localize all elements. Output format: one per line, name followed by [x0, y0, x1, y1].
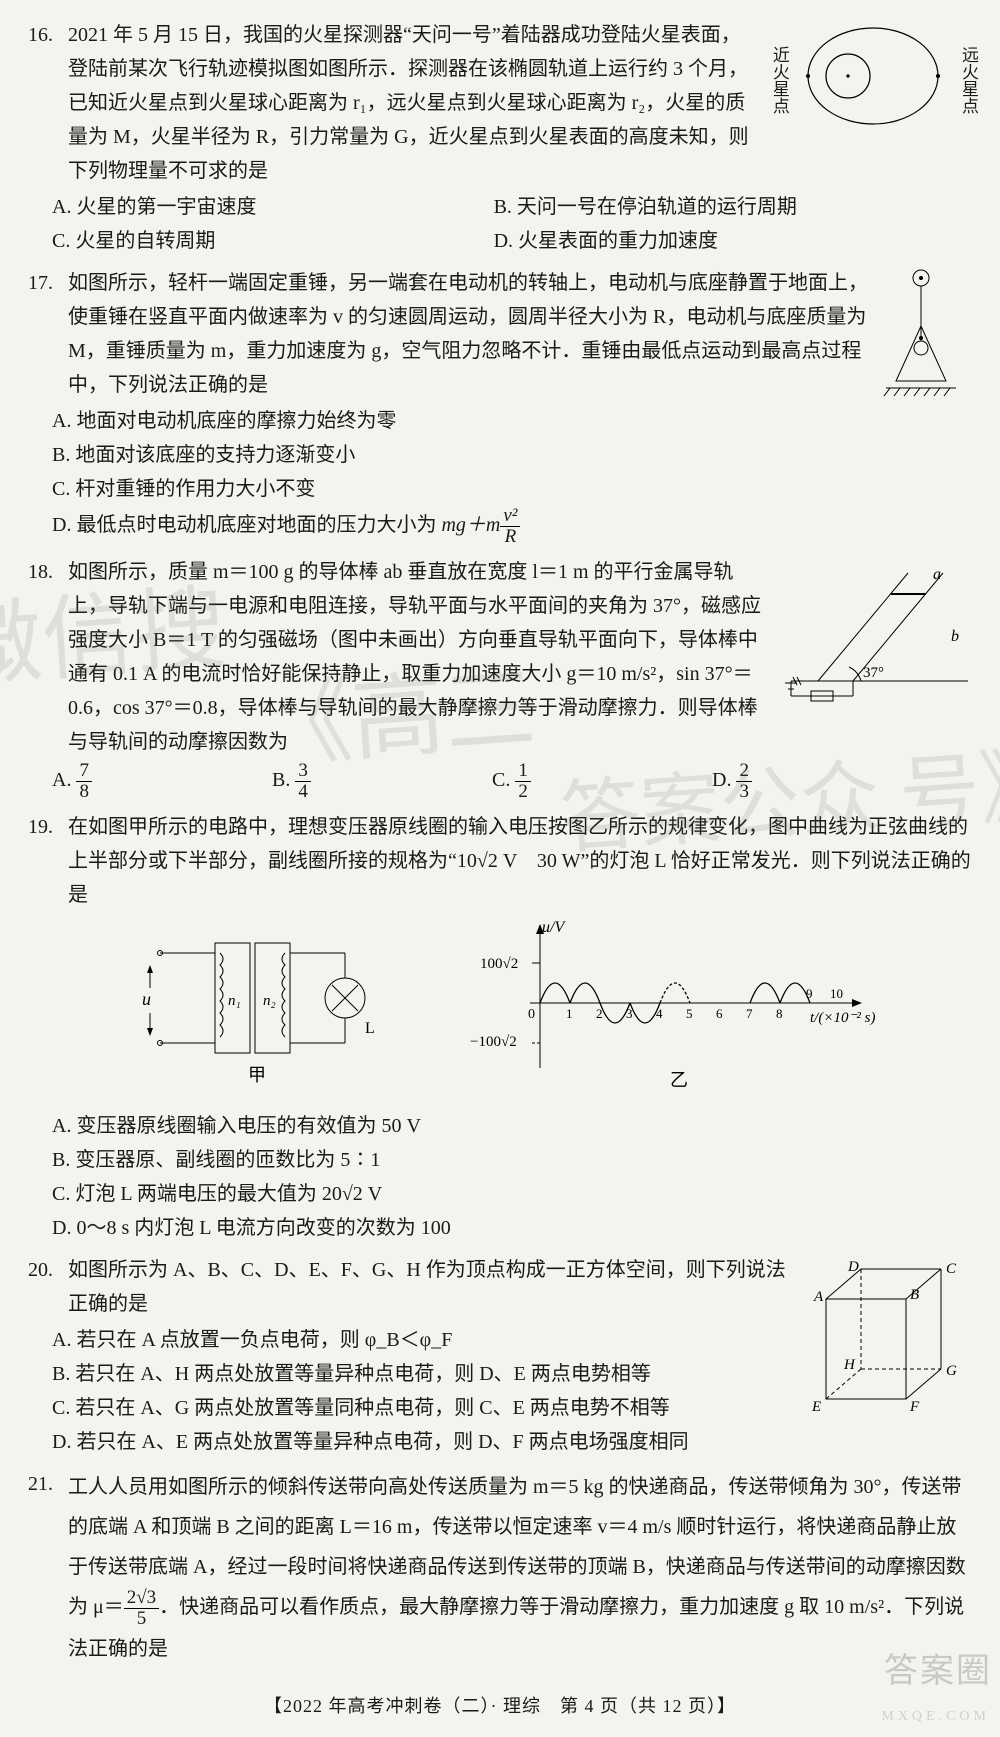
svg-text:3: 3: [626, 1006, 633, 1021]
option-b: B. 若只在 A、H 两点处放置等量异种点电荷，则 D、E 两点电势相等: [52, 1357, 792, 1391]
question-17: 17. 如图所示，轻杆一端固定重锤，另一端套在电动机的转轴上，电动机与底座静置于…: [28, 266, 972, 547]
figure-17: [876, 266, 966, 412]
question-text: 如图所示，轻杆一端固定重锤，另一端套在电动机的转轴上，电动机与底座静置于地面上，…: [68, 272, 868, 396]
option-c: C. 火星的自转周期: [52, 224, 494, 258]
option-d: D. 0～8 s 内灯泡 L 电流方向改变的次数为 100: [52, 1211, 972, 1245]
option-d: D. 火星表面的重力加速度: [494, 224, 936, 258]
svg-text:b: b: [951, 628, 959, 645]
option-d: D. 23: [712, 761, 932, 802]
figure-19: u n₁ n₂ L 甲: [28, 918, 972, 1099]
svg-text:G: G: [946, 1363, 957, 1379]
question-16: 16. 近火星点 远火星点 2021 年 5 月 15 日，我国的火星探测器“天…: [28, 18, 972, 258]
question-number: 16.: [28, 18, 53, 52]
svg-text:−100√2: −100√2: [470, 1034, 517, 1050]
option-b: B. 34: [272, 761, 492, 802]
svg-text:37°: 37°: [863, 665, 884, 681]
option-b: B. 变压器原、副线圈的匝数比为 5∶1: [52, 1143, 972, 1177]
page-footer: 【2022 年高考冲刺卷（二）· 理综 第 4 页（共 12 页）】: [28, 1677, 972, 1737]
option-b: B. 天问一号在停泊轨道的运行周期: [494, 190, 936, 224]
svg-text:100√2: 100√2: [480, 956, 518, 972]
svg-text:L: L: [365, 1020, 375, 1037]
question-18: 18. a b 37° 如图所示，质量 m＝100 g 的导体棒 ab 垂直放在…: [28, 555, 972, 802]
option-a: A. 变压器原线圈输入电压的有效值为 50 V: [52, 1109, 972, 1143]
svg-text:1: 1: [566, 1006, 573, 1021]
svg-text:8: 8: [776, 1006, 783, 1021]
option-c: C. 杆对重锤的作用力大小不变: [52, 472, 972, 506]
svg-text:4: 4: [656, 1006, 663, 1021]
svg-text:7: 7: [746, 1006, 753, 1021]
question-text: 在如图甲所示的电路中，理想变压器原线圈的输入电压按图乙所示的规律变化，图中曲线为…: [68, 816, 971, 906]
question-text: 如图所示，质量 m＝100 g 的导体棒 ab 垂直放在宽度 l＝1 m 的平行…: [68, 561, 761, 753]
svg-text:a: a: [933, 566, 941, 583]
option-d: D. 最低点时电动机底座对地面的压力大小为 mg＋mv²R: [52, 506, 972, 547]
svg-text:9: 9: [806, 986, 813, 1001]
figure-18: a b 37°: [783, 561, 978, 722]
figure-20: A B C D E F G H: [806, 1259, 976, 1435]
option-a: A. 地面对电动机底座的摩擦力始终为零: [52, 404, 972, 438]
option-c: C. 若只在 A、G 两点处放置等量同种点电荷，则 C、E 两点电势不相等: [52, 1391, 792, 1425]
question-19: 19. 在如图甲所示的电路中，理想变压器原线圈的输入电压按图乙所示的规律变化，图…: [28, 810, 972, 1245]
svg-text:5: 5: [686, 1006, 693, 1021]
svg-text:E: E: [811, 1399, 821, 1415]
watermark-url: MXQE.COM: [881, 1705, 990, 1729]
svg-text:甲: 甲: [248, 1065, 266, 1085]
question-number: 21.: [28, 1467, 53, 1501]
svg-text:0: 0: [528, 1007, 535, 1022]
question-20: 20. A B C D E F G H 如图: [28, 1253, 972, 1459]
option-a: A. 78: [52, 761, 272, 802]
svg-text:t/(×10⁻² s): t/(×10⁻² s): [810, 1010, 875, 1026]
option-b: B. 地面对该底座的支持力逐渐变小: [52, 438, 972, 472]
question-number: 19.: [28, 810, 53, 844]
question-text: 如图所示为 A、B、C、D、E、F、G、H 作为顶点构成一正方体空间，则下列说法…: [68, 1259, 786, 1315]
svg-text:6: 6: [716, 1006, 723, 1021]
question-number: 17.: [28, 266, 53, 300]
svg-text:D: D: [847, 1259, 859, 1275]
svg-text:u: u: [142, 989, 151, 1009]
label-near: 近火星点: [764, 46, 793, 114]
question-text-post: ．快递商品可以看作质点，最大静摩擦力等于滑动摩擦力，重力加速度 g 取 10 m…: [68, 1596, 964, 1660]
figure-16: 近火星点 远火星点: [768, 16, 978, 147]
svg-text:n₂: n₂: [263, 993, 276, 1009]
svg-text:n₁: n₁: [228, 993, 241, 1009]
svg-text:乙: 乙: [670, 1070, 688, 1088]
svg-text:A: A: [813, 1289, 824, 1305]
svg-text:B: B: [910, 1287, 919, 1303]
watermark-logo: 答案圈: [884, 1643, 992, 1701]
question-text: 2021 年 5 月 15 日，我国的火星探测器“天问一号”着陆器成功登陆火星表…: [68, 24, 749, 182]
svg-text:C: C: [946, 1261, 957, 1277]
option-d: D. 若只在 A、E 两点处放置等量异种点电荷，则 D、F 两点电场强度相同: [52, 1425, 792, 1459]
svg-text:u/V: u/V: [542, 919, 566, 936]
option-a: A. 火星的第一宇宙速度: [52, 190, 494, 224]
question-number: 20.: [28, 1253, 53, 1287]
svg-text:F: F: [909, 1399, 920, 1415]
option-c: C. 灯泡 L 两端电压的最大值为 20√2 V: [52, 1177, 972, 1211]
question-21: 21. 工人人员用如图所示的倾斜传送带向高处传送质量为 m＝5 kg 的快递商品…: [28, 1467, 972, 1669]
svg-text:10: 10: [830, 986, 843, 1001]
option-a: A. 若只在 A 点放置一负点电荷，则 φ_B＜φ_F: [52, 1323, 792, 1357]
question-number: 18.: [28, 555, 53, 589]
svg-text:H: H: [843, 1357, 856, 1373]
label-far: 远火星点: [953, 46, 982, 114]
option-c: C. 12: [492, 761, 712, 802]
svg-text:2: 2: [596, 1006, 603, 1021]
